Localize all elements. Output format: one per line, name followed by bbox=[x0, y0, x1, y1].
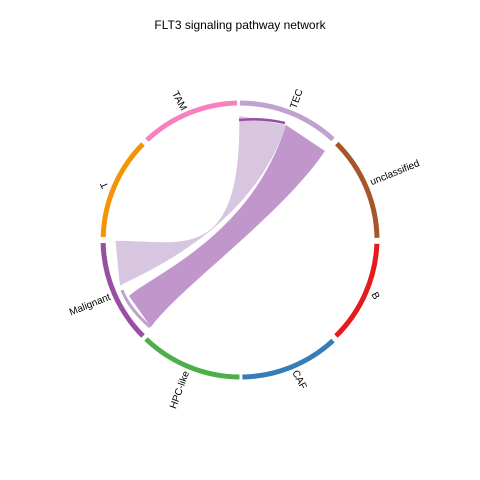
sector-arc-tam[interactable] bbox=[145, 100, 238, 142]
sector-arc-b[interactable] bbox=[334, 243, 380, 338]
link-thin-band bbox=[238, 118, 286, 125]
diagram-title: FLT3 signaling pathway network bbox=[154, 18, 326, 32]
sector-arc-hpc-like[interactable] bbox=[144, 337, 240, 380]
link-tec-malignant-light bbox=[115, 116, 286, 286]
sector-label-tec: TEC bbox=[289, 88, 306, 111]
sector-arc-caf[interactable] bbox=[242, 338, 335, 380]
sector-label-malignant: Malignant bbox=[68, 292, 113, 319]
sector-arc-malignant[interactable] bbox=[100, 242, 145, 338]
link-thin-band-lower bbox=[120, 289, 152, 329]
sector-arc-tec[interactable] bbox=[239, 100, 335, 142]
sector-label-t: T bbox=[99, 180, 112, 190]
sector-label-b: B bbox=[368, 291, 381, 302]
link-tec-malignant-dark bbox=[129, 125, 325, 327]
sector-arc-unclassified[interactable] bbox=[335, 141, 380, 238]
sector-label-tam: TAM bbox=[169, 89, 188, 112]
sector-label-unclassified: unclassified bbox=[369, 158, 422, 188]
sector-label-hpc-like: HPC-like bbox=[168, 369, 192, 410]
sector-label-caf: CAF bbox=[289, 369, 308, 392]
sector-arc-t[interactable] bbox=[100, 142, 145, 238]
